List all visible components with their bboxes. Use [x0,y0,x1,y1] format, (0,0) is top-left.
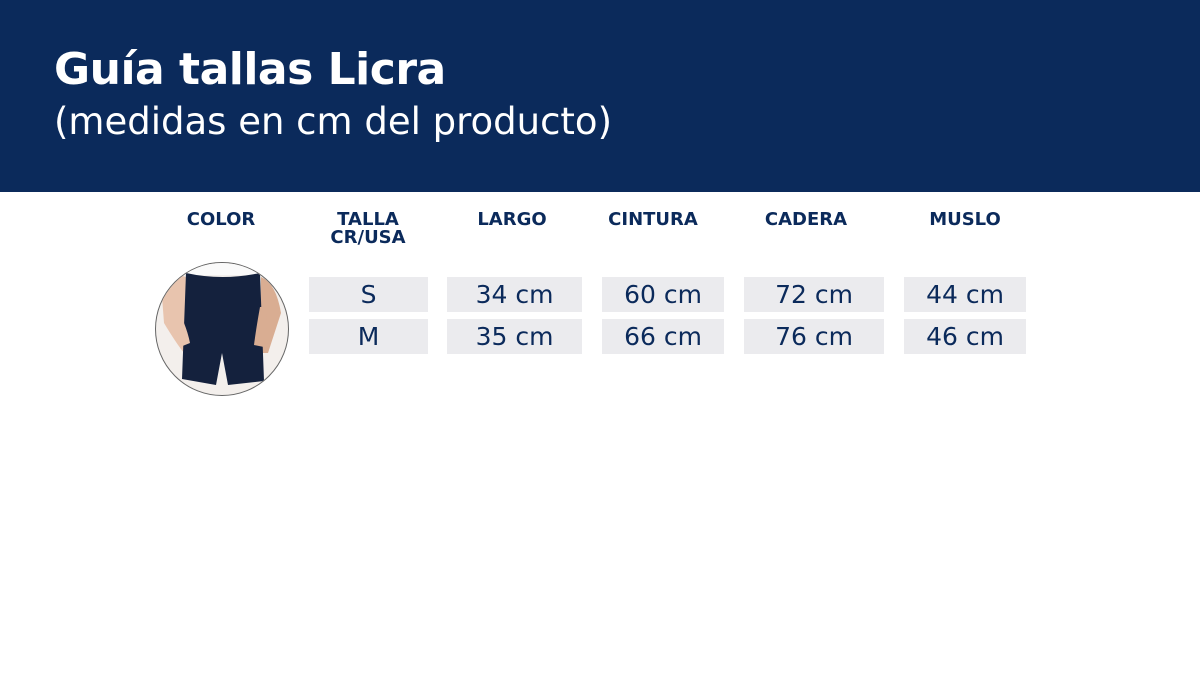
column-header-cintura: CINTURA [608,209,698,230]
cell-muslo: 44 cm [904,277,1026,312]
cell-cadera: 72 cm [744,277,884,312]
column-header-muslo: MUSLO [929,209,1001,230]
header-banner: Guía tallas Licra (medidas en cm del pro… [0,0,1200,192]
cell-muslo: 46 cm [904,319,1026,354]
column-header-color: COLOR [186,209,256,230]
cell-cadera: 76 cm [744,319,884,354]
page-title: Guía tallas Licra [54,44,446,95]
talla-line2: CR/USA [330,227,406,248]
page-subtitle: (medidas en cm del producto) [54,100,612,143]
cell-cintura: 66 cm [602,319,724,354]
cell-largo: 35 cm [447,319,582,354]
cell-talla: S [309,277,428,312]
cell-cintura: 60 cm [602,277,724,312]
column-header-largo: LARGO [477,209,547,230]
column-header-talla: TALLA CR/USA [330,211,405,247]
talla-line1: TALLA [337,209,399,230]
cell-largo: 34 cm [447,277,582,312]
cell-talla: M [309,319,428,354]
product-photo-shorts [155,262,289,396]
column-header-cadera: CADERA [764,209,848,230]
